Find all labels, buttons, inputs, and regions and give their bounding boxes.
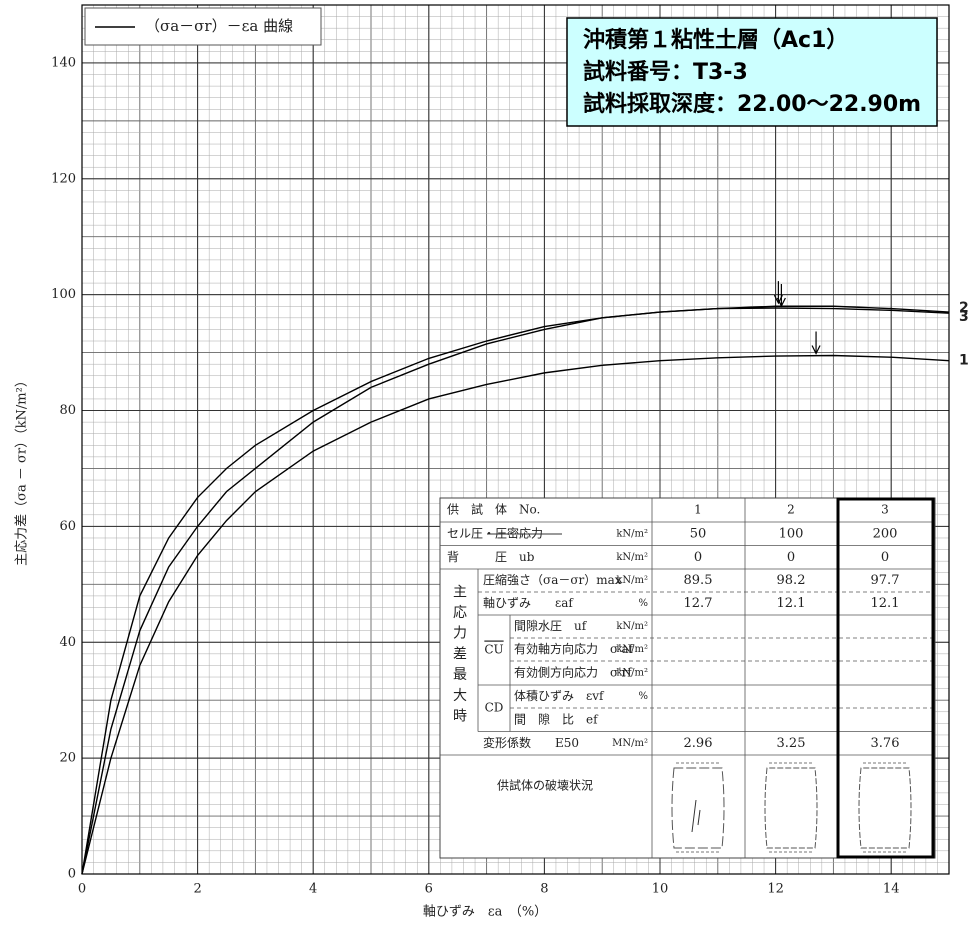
title-box — [566, 17, 938, 127]
cell-value: 3.25 — [777, 736, 806, 751]
series-end-label: 2 — [959, 300, 969, 316]
group-label: 主応力差最大時 — [451, 584, 467, 729]
cell-value: 3.76 — [871, 736, 900, 751]
highlight-frame — [836, 497, 935, 859]
row-unit: kN/m² — [616, 644, 648, 655]
table-header: 3 — [881, 503, 889, 517]
x-tick-label: 8 — [540, 882, 548, 897]
y-tick-label: 140 — [51, 55, 76, 70]
row-unit: kN/m² — [616, 528, 648, 539]
specimen-sketch — [769, 762, 813, 853]
y-tick-label: 40 — [59, 635, 76, 650]
curve — [81, 354, 950, 875]
y-tick-label: 100 — [51, 287, 76, 302]
y-axis-label: 主応力差（σa － σr）（kN/m²） — [15, 374, 30, 566]
row-unit: % — [638, 598, 648, 609]
series-end-label: 1 — [959, 353, 969, 369]
x-tick-label: 14 — [883, 882, 900, 897]
title-line: 試料番号：T3-3 — [583, 59, 748, 85]
row-label: 間 隙 比 ef — [514, 712, 599, 726]
cell-value: 12.7 — [684, 596, 713, 611]
y-tick-label: 120 — [51, 171, 76, 186]
cell-value: 89.5 — [684, 573, 713, 588]
title-line: 沖積第１粘性土層（Ac1） — [583, 27, 848, 53]
cell-value: 0 — [787, 550, 795, 565]
row-unit: MN/m² — [612, 738, 648, 749]
y-tick-label: 20 — [59, 751, 76, 766]
x-tick-label: 2 — [193, 882, 201, 897]
curve — [81, 305, 950, 875]
specimen-sketch — [858, 767, 912, 849]
cell-value: 50 — [690, 526, 707, 541]
table-header: 2 — [787, 503, 795, 517]
plot-frame — [81, 4, 950, 875]
cu-label: CU — [484, 643, 503, 657]
cell-value: 0 — [694, 550, 702, 565]
row-label: 有効側方向応力 σ'rf — [514, 665, 633, 680]
y-tick-label: 60 — [59, 519, 76, 534]
cell-value: 0 — [881, 550, 889, 565]
specimen-sketch — [863, 762, 907, 853]
cd-label: CD — [485, 701, 504, 715]
peak-arrow — [776, 283, 786, 308]
specimen-sketch — [676, 762, 720, 853]
row-label: 有効軸方向応力 σ'af — [514, 641, 635, 656]
row-label: 供試体の破壊状況 — [497, 778, 593, 793]
y-tick-label: 0 — [68, 867, 76, 882]
cell-value: 98.2 — [777, 573, 806, 588]
row-unit: kN/m² — [616, 575, 648, 586]
table-header: 1 — [694, 503, 702, 517]
legend-label: （σa－σr）－εa 曲線 — [145, 17, 293, 35]
row-label: 圧縮強さ（σa－σr）max — [483, 572, 622, 587]
row-unit: % — [638, 691, 648, 702]
cell-value: 12.1 — [871, 596, 900, 611]
x-tick-label: 10 — [652, 882, 669, 897]
plot: 0 2 4 6 8 10 12 14020406080100120140123（σa－σr）－… — [51, 4, 969, 897]
x-tick-label: 0 — [78, 882, 86, 897]
x-tick-label: 12 — [767, 882, 784, 897]
specimen-sketch — [671, 767, 725, 849]
cell-value: 12.1 — [777, 596, 806, 611]
summary-table: 供 試 体 No. 1 2 3 セル圧・圧密応力 kN/m² 50 100 200 背 圧 ub k… — [439, 497, 936, 859]
table-frame — [439, 497, 936, 859]
series-end-label: 3 — [959, 309, 969, 325]
x-tick-label: 6 — [425, 882, 433, 897]
title-line: 試料採取深度：22.00～22.90m — [583, 91, 921, 117]
peak-arrow — [811, 331, 821, 355]
specimen-sketch — [764, 767, 818, 849]
row-label: 背 圧 ub — [447, 550, 535, 564]
y-tick-label: 80 — [59, 403, 76, 418]
row-label: 変形係数 E50 — [483, 735, 579, 750]
row-unit: kN/m² — [616, 552, 648, 563]
row-label: 体積ひずみ εvf — [514, 688, 605, 703]
x-axis-label: 軸ひずみ εa （%） — [423, 905, 547, 920]
row-label: 間隙水圧 uf — [514, 619, 588, 633]
cell-value: 2.96 — [684, 736, 713, 751]
cell-value: 200 — [873, 526, 898, 541]
row-unit: kN/m² — [616, 668, 648, 679]
row-label: セル圧・圧密応力 — [447, 525, 543, 540]
cell-value: 97.7 — [871, 573, 900, 588]
cell-value: 100 — [779, 526, 804, 541]
row-unit: kN/m² — [616, 621, 648, 632]
table-header: 供 試 体 No. — [447, 502, 540, 517]
crack — [691, 799, 701, 833]
curve — [81, 307, 950, 875]
x-tick-label: 4 — [309, 882, 317, 897]
row-label: 軸ひずみ εaf — [483, 596, 574, 610]
